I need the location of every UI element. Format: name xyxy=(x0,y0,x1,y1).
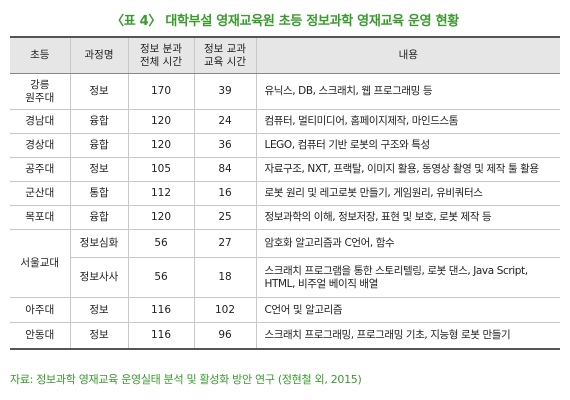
course-cell: 융합 xyxy=(69,205,128,230)
total-time-cell: 116 xyxy=(127,322,194,350)
school-cell: 아주대 xyxy=(10,297,70,323)
total-time-cell: 105 xyxy=(127,157,194,182)
course-cell: 정보 xyxy=(69,297,128,323)
table-row: 아주대 정보 116 102 C언어 및 알고리즘 xyxy=(10,297,560,323)
course-cell: 정보 xyxy=(69,157,128,182)
header-school: 초등 xyxy=(10,36,70,74)
course-cell: 융합 xyxy=(69,109,128,134)
content-cell: 자료구조, NXT, 프랙탈, 이미지 활용, 동영상 촬영 및 제작 툴 활용 xyxy=(255,157,560,182)
table-row: 경남대 융합 120 24 컴퓨터, 멀티미디어, 홈페이지제작, 마인드스톰 xyxy=(10,109,560,134)
total-time-cell: 56 xyxy=(127,229,194,258)
header-total-time: 정보 분과 전체 시간 xyxy=(127,36,194,74)
course-cell: 통합 xyxy=(69,181,128,206)
edu-time-cell: 24 xyxy=(193,109,256,134)
content-cell: 컴퓨터, 멀티미디어, 홈페이지제작, 마인드스톰 xyxy=(255,109,560,134)
header-content: 내용 xyxy=(255,36,560,74)
edu-time-cell: 96 xyxy=(193,322,256,350)
table-row: 정보사사 56 18 스크래치 프로그램을 통한 스토리텔링, 로봇 댄스, J… xyxy=(10,257,560,298)
edu-time-cell: 84 xyxy=(193,157,256,182)
content-cell: 로봇 원리 및 레고로봇 만들기, 게임원리, 유비쿼터스 xyxy=(255,181,560,206)
table-header-row: 초등 과정명 정보 분과 전체 시간 정보 교과 교육 시간 내용 xyxy=(10,36,560,74)
edu-time-cell: 102 xyxy=(193,297,256,323)
table-row: 공주대 정보 105 84 자료구조, NXT, 프랙탈, 이미지 활용, 동영… xyxy=(10,157,560,182)
edu-time-cell: 36 xyxy=(193,133,256,158)
table-row: 경상대 융합 120 36 LEGO, 컴퓨터 기반 로봇의 구조와 특성 xyxy=(10,133,560,158)
header-edu-time: 정보 교과 교육 시간 xyxy=(193,36,256,74)
table-row: 군산대 통합 112 16 로봇 원리 및 레고로봇 만들기, 게임원리, 유비… xyxy=(10,181,560,206)
edu-time-cell: 25 xyxy=(193,205,256,230)
content-cell: C언어 및 알고리즘 xyxy=(255,297,560,323)
course-cell: 정보 xyxy=(69,73,128,110)
course-cell: 융합 xyxy=(69,133,128,158)
table-row: 목포대 융합 120 25 정보과학의 이해, 정보저장, 표현 및 보호, 로… xyxy=(10,205,560,230)
total-time-cell: 112 xyxy=(127,181,194,206)
edu-time-cell: 39 xyxy=(193,73,256,110)
total-time-cell: 120 xyxy=(127,109,194,134)
edu-time-cell: 16 xyxy=(193,181,256,206)
content-cell: 암호화 알고리즘과 C언어, 함수 xyxy=(255,229,560,258)
total-time-cell: 56 xyxy=(127,257,194,298)
content-cell: 스크래치 프로그램을 통한 스토리텔링, 로봇 댄스, Java Script,… xyxy=(255,257,560,298)
total-time-cell: 116 xyxy=(127,297,194,323)
header-course: 과정명 xyxy=(69,36,128,74)
total-time-cell: 120 xyxy=(127,205,194,230)
school-cell: 목포대 xyxy=(10,205,70,230)
total-time-cell: 170 xyxy=(127,73,194,110)
course-cell: 정보심화 xyxy=(69,229,128,258)
content-cell: 유닉스, DB, 스크래치, 웹 프로그래밍 등 xyxy=(255,73,560,110)
school-cell: 군산대 xyxy=(10,181,70,206)
table-row: 강릉 원주대 정보 170 39 유닉스, DB, 스크래치, 웹 프로그래밍 등 xyxy=(10,73,560,110)
school-cell: 경남대 xyxy=(10,109,70,134)
course-cell: 정보 xyxy=(69,322,128,350)
content-cell: 스크래치 프로그래밍, 프로그래밍 기초, 지능형 로봇 만들기 xyxy=(255,322,560,350)
table-row: 서울교대 정보심화 56 27 암호화 알고리즘과 C언어, 함수 xyxy=(10,229,560,298)
source-note: 자료: 정보과학 영재교육 운영실태 분석 및 활성화 방안 연구 (정현철 외… xyxy=(10,373,362,386)
content-cell: LEGO, 컴퓨터 기반 로봇의 구조와 특성 xyxy=(255,133,560,158)
school-cell: 경상대 xyxy=(10,133,70,158)
total-time-cell: 120 xyxy=(127,133,194,158)
school-cell: 서울교대 xyxy=(10,229,70,298)
school-cell: 안동대 xyxy=(10,322,70,350)
edu-time-cell: 27 xyxy=(193,229,256,258)
edu-time-cell: 18 xyxy=(193,257,256,298)
table-row: 안동대 정보 116 96 스크래치 프로그래밍, 프로그래밍 기초, 지능형 … xyxy=(10,322,560,350)
table-title: 〈표 4〉 대학부설 영재교육원 초등 정보과학 영재교육 운영 현황 xyxy=(111,14,459,29)
course-cell: 정보사사 xyxy=(69,257,128,298)
school-cell: 강릉 원주대 xyxy=(10,73,70,110)
operation-status-table: 초등 과정명 정보 분과 전체 시간 정보 교과 교육 시간 내용 강릉 원주대 정보… xyxy=(10,36,560,350)
content-cell: 정보과학의 이해, 정보저장, 표현 및 보호, 로봇 제작 등 xyxy=(255,205,560,230)
school-cell: 공주대 xyxy=(10,157,70,182)
